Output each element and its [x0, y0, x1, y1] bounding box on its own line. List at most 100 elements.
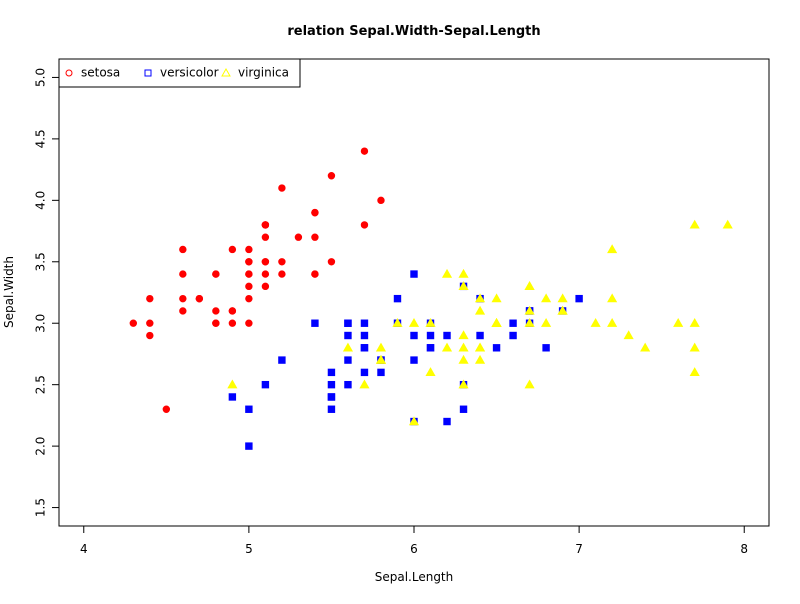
data-point-virginica: [458, 330, 469, 340]
data-point-versicolor: [228, 393, 237, 401]
data-point-virginica: [392, 318, 403, 327]
data-point-versicolor: [245, 442, 253, 450]
data-point-virginica: [541, 293, 552, 303]
legend-box: [58, 58, 301, 88]
data-point-versicolor: [509, 331, 517, 340]
x-tick-label: 6: [410, 542, 418, 556]
data-point-versicolor: [492, 344, 501, 352]
data-point-versicolor: [360, 344, 369, 352]
data-point-virginica: [524, 379, 535, 389]
data-point-setosa: [245, 282, 253, 291]
data-point-setosa: [179, 307, 187, 315]
data-point-setosa: [228, 307, 237, 315]
data-point-setosa: [360, 147, 369, 155]
data-point-setosa: [245, 245, 253, 254]
data-point-setosa: [245, 294, 253, 303]
legend-label-virginica: virginica: [238, 66, 289, 80]
legend-marker-virginica: [221, 67, 231, 77]
data-point-setosa: [360, 221, 369, 229]
chart-title: relation Sepal.Width-Sepal.Length: [287, 24, 540, 39]
data-point-virginica: [342, 342, 354, 352]
data-points: [129, 147, 733, 450]
data-point-setosa: [327, 258, 336, 266]
data-point-virginica: [441, 268, 453, 278]
data-point-setosa: [377, 196, 385, 205]
data-point-versicolor: [377, 368, 385, 377]
data-point-virginica: [524, 305, 535, 315]
data-point-setosa: [245, 258, 253, 266]
data-point-versicolor: [426, 344, 435, 352]
data-point-setosa: [228, 319, 237, 327]
data-point-versicolor: [327, 393, 336, 401]
y-tick-label: 4.0: [34, 191, 48, 210]
data-point-virginica: [689, 342, 700, 352]
data-point-virginica: [689, 219, 700, 229]
data-point-virginica: [458, 268, 469, 278]
data-point-versicolor: [344, 356, 352, 364]
data-point-versicolor: [410, 331, 418, 340]
data-point-virginica: [458, 354, 469, 364]
y-tick-label: 5.0: [34, 68, 48, 87]
data-point-versicolor: [327, 380, 336, 389]
data-point-virginica: [491, 318, 502, 327]
data-point-virginica: [474, 342, 486, 352]
data-point-virginica: [441, 342, 453, 352]
data-point-setosa: [278, 270, 286, 278]
data-point-versicolor: [509, 319, 517, 327]
data-point-versicolor: [327, 368, 336, 377]
y-tick-label: 1.5: [34, 498, 48, 517]
data-point-versicolor: [410, 356, 418, 364]
data-point-virginica: [722, 219, 733, 229]
x-tick-label: 4: [80, 542, 88, 556]
data-point-setosa: [294, 233, 303, 241]
data-point-setosa: [129, 319, 138, 327]
data-point-virginica: [227, 379, 238, 389]
data-point-versicolor: [410, 270, 418, 278]
data-point-virginica: [408, 318, 420, 327]
data-point-virginica: [590, 318, 601, 327]
data-point-versicolor: [344, 380, 352, 389]
data-point-setosa: [179, 294, 187, 303]
y-tick-label: 4.5: [34, 129, 48, 148]
data-point-versicolor: [360, 319, 369, 327]
data-point-setosa: [162, 405, 171, 413]
data-point-versicolor: [393, 294, 402, 303]
data-point-setosa: [195, 294, 204, 303]
y-tick-label: 3.0: [34, 314, 48, 333]
data-point-setosa: [327, 172, 336, 180]
data-point-versicolor: [261, 380, 270, 389]
y-tick-label: 2.0: [34, 437, 48, 456]
data-point-setosa: [179, 270, 187, 278]
data-point-versicolor: [327, 405, 336, 413]
data-point-setosa: [261, 221, 270, 229]
data-point-versicolor: [344, 319, 352, 327]
legend-items: setosa versicolor virginica: [65, 66, 289, 80]
data-point-versicolor: [360, 331, 369, 340]
data-point-setosa: [212, 319, 220, 327]
data-point-virginica: [607, 318, 618, 327]
data-point-virginica: [491, 293, 502, 303]
legend-marker-versicolor: [144, 69, 152, 77]
data-point-setosa: [245, 319, 253, 327]
data-point-virginica: [425, 367, 436, 377]
data-point-versicolor: [542, 344, 550, 352]
data-point-virginica: [425, 318, 436, 327]
data-point-versicolor: [245, 405, 253, 413]
data-point-versicolor: [311, 319, 319, 327]
data-point-virginica: [607, 293, 618, 303]
data-point-virginica: [607, 244, 618, 254]
data-point-virginica: [557, 293, 568, 303]
x-axis: 4 5 6 7 8: [80, 526, 748, 556]
data-point-setosa: [311, 270, 319, 278]
data-point-versicolor: [344, 331, 352, 340]
legend: setosa versicolor virginica: [58, 58, 301, 88]
y-axis-label: Sepal.Width: [2, 256, 16, 328]
data-point-virginica: [557, 305, 568, 315]
data-point-virginica: [375, 342, 387, 352]
data-point-virginica: [689, 367, 700, 377]
data-point-setosa: [261, 270, 270, 278]
data-point-setosa: [146, 319, 154, 327]
data-point-virginica: [524, 318, 535, 327]
data-point-virginica: [623, 330, 634, 340]
